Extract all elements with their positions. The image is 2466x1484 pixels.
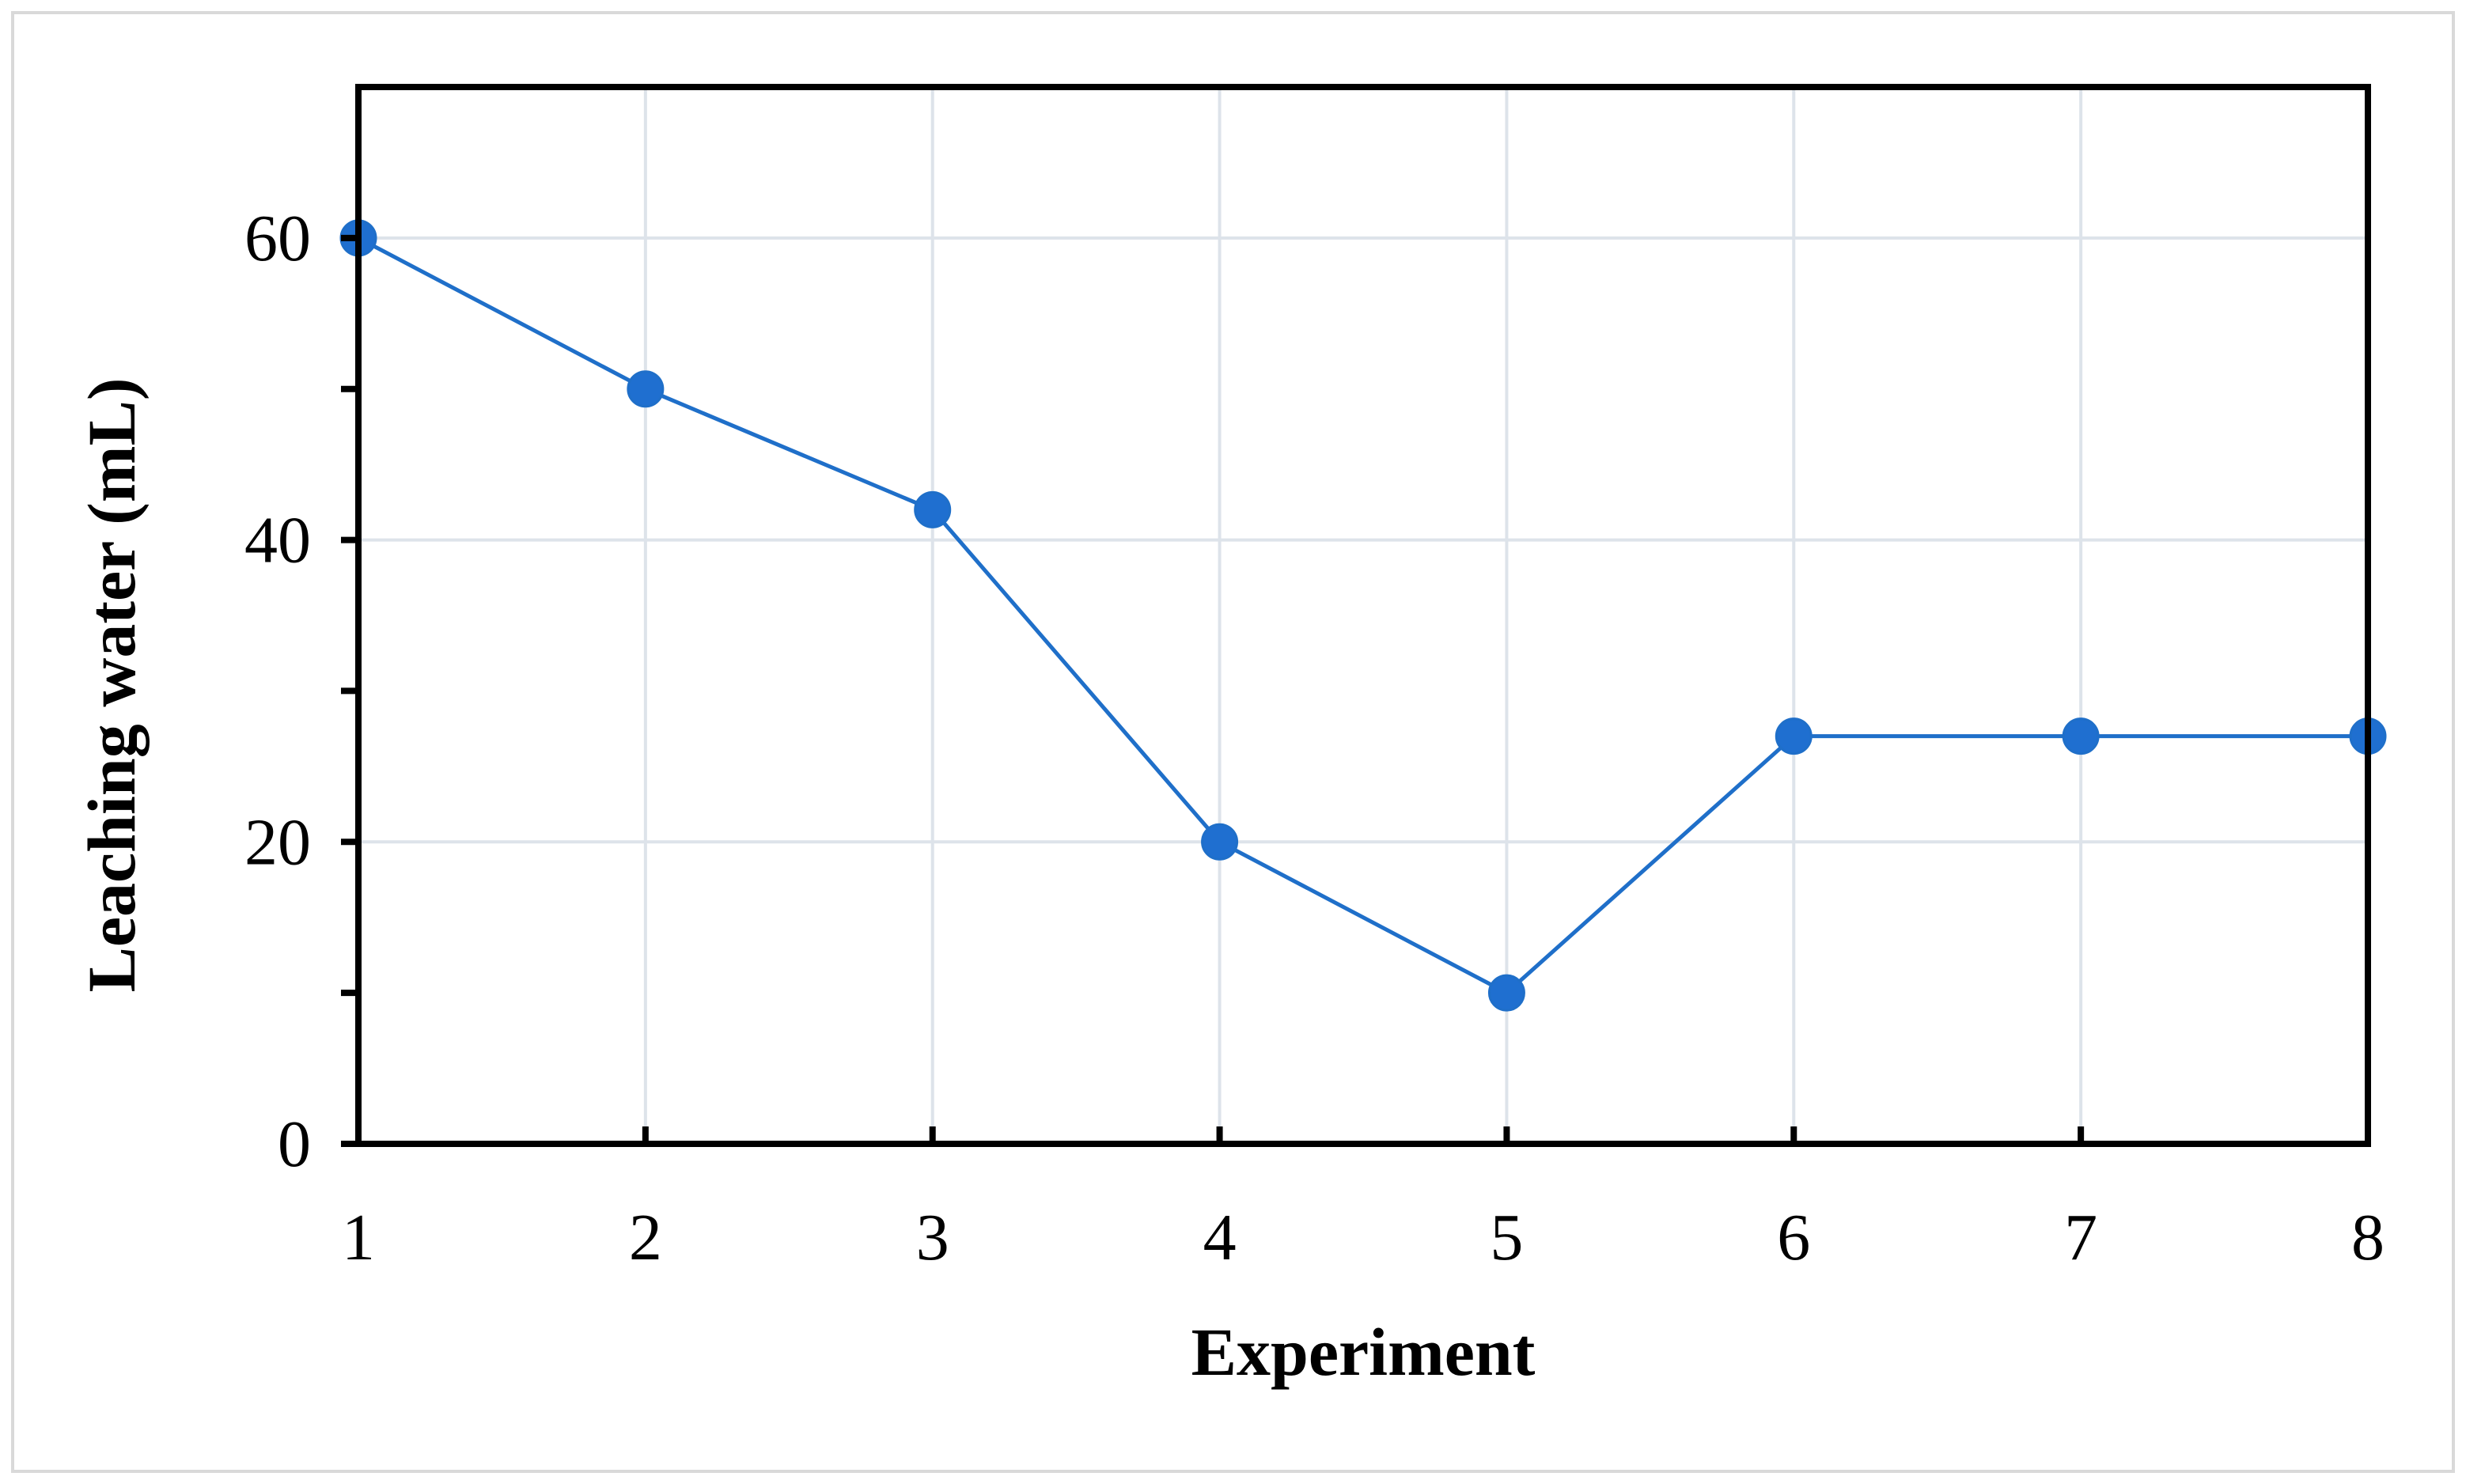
data-point	[1487, 974, 1525, 1012]
grid-lines	[357, 87, 2369, 1144]
plot-area-border	[355, 84, 2371, 1147]
x-tick-label: 2	[629, 1201, 662, 1274]
data-point	[1201, 823, 1239, 861]
chart-frame	[11, 11, 2455, 1473]
axis-ticks	[341, 234, 2371, 1147]
x-tick-label: 1	[342, 1201, 375, 1274]
y-tick-label: 60	[244, 202, 311, 275]
x-tick-label: 4	[1203, 1201, 1237, 1274]
y-tick-label: 40	[244, 504, 311, 577]
x-tick-label: 7	[2064, 1201, 2097, 1274]
series-line	[357, 236, 2368, 995]
x-tick-label: 6	[1777, 1201, 1810, 1274]
data-point	[627, 370, 665, 408]
x-tick-label: 5	[1490, 1201, 1523, 1274]
tick-labels: 1 2 3 4 5 6 7 8 0 20 40 60	[244, 202, 2385, 1274]
series-layer	[339, 219, 2387, 1012]
data-point	[914, 490, 952, 528]
data-point	[1775, 717, 1813, 755]
y-tick-label: 0	[278, 1107, 311, 1181]
y-axis-title: Leaching water (mL)	[74, 377, 150, 992]
x-tick-label: 8	[2351, 1201, 2385, 1274]
x-axis-title: Experiment	[1191, 1314, 1536, 1390]
x-tick-label: 3	[916, 1201, 949, 1274]
data-point	[2062, 717, 2100, 755]
y-tick-label: 20	[244, 805, 311, 879]
